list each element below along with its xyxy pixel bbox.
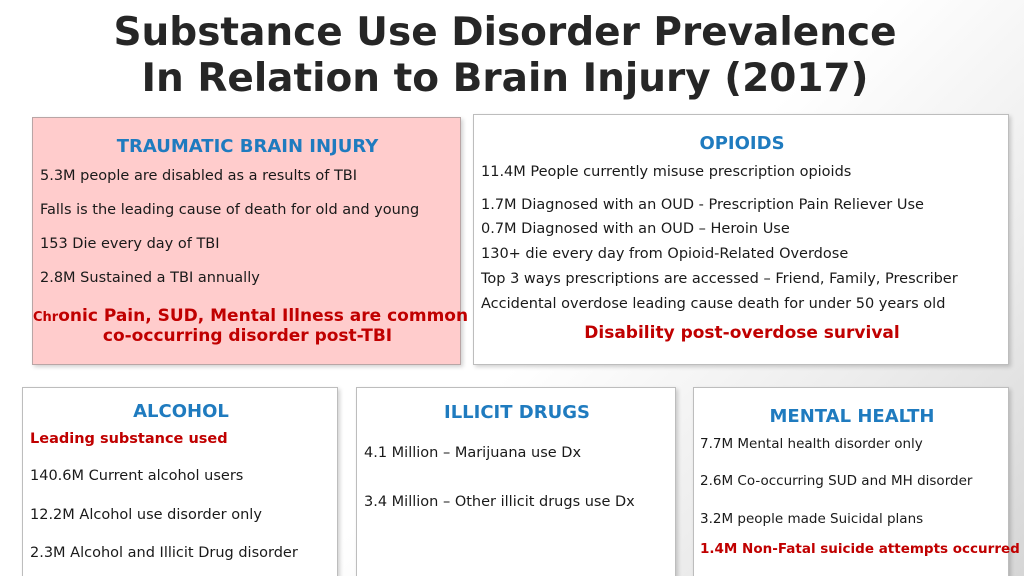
mental-health-heading: MENTAL HEALTH: [769, 406, 935, 427]
illicit-drugs-item: 3.4 Million – Other illicit drugs use Dx: [364, 494, 635, 510]
alcohol-item: 2.3M Alcohol and Illicit Drug disorder: [30, 545, 298, 561]
tbi-heading: TRAUMATIC BRAIN INJURY: [116, 136, 379, 157]
alcohol-item: 12.2M Alcohol use disorder only: [30, 507, 262, 523]
opioids-heading: OPIOIDS: [699, 133, 785, 154]
illicit-drugs-heading: ILLICIT DRUGS: [444, 402, 590, 423]
tbi-highlight-prefix: Chr: [33, 310, 59, 325]
tbi-item: 5.3M people are disabled as a results of…: [40, 168, 358, 184]
tbi-item: 153 Die every day of TBI: [40, 236, 220, 252]
opioids-panel: OPIOIDS 11.4M People currently misuse pr…: [473, 114, 1009, 365]
page-title: Substance Use Disorder Prevalence In Rel…: [0, 10, 1010, 102]
opioids-item: 11.4M People currently misuse prescripti…: [481, 164, 852, 180]
opioids-highlight: Disability post-overdose survival: [584, 323, 900, 343]
opioids-item: Top 3 ways prescriptions are accessed – …: [481, 271, 958, 287]
opioids-item: 1.7M Diagnosed with an OUD - Prescriptio…: [481, 197, 924, 213]
illicit-drugs-panel: ILLICIT DRUGS 4.1 Million – Marijuana us…: [356, 387, 676, 576]
mental-health-item: 3.2M people made Suicidal plans: [700, 511, 924, 527]
alcohol-highlight: Leading substance used: [30, 431, 228, 447]
tbi-highlight-line2: co-occurring disorder post-TBI: [102, 326, 393, 346]
tbi-item: Falls is the leading cause of death for …: [40, 202, 420, 218]
alcohol-item: 140.6M Current alcohol users: [30, 468, 244, 484]
opioids-item: Accidental overdose leading cause death …: [481, 296, 946, 312]
tbi-item: 2.8M Sustained a TBI annually: [40, 270, 260, 286]
tbi-highlight-line1: onic Pain, SUD, Mental Illness are commo…: [58, 306, 469, 326]
opioids-item: 130+ die every day from Opioid-Related O…: [481, 246, 849, 262]
tbi-panel: TRAUMATIC BRAIN INJURY 5.3M people are d…: [32, 117, 468, 365]
page-title-line2: In Relation to Brain Injury (2017): [141, 56, 869, 101]
mental-health-highlight: 1.4M Non-Fatal suicide attempts occurred: [700, 541, 1020, 557]
alcohol-heading: ALCOHOL: [133, 401, 229, 422]
opioids-item: 0.7M Diagnosed with an OUD – Heroin Use: [481, 221, 790, 237]
tbi-highlight: Chronic Pain, SUD, Mental Illness are co…: [33, 306, 468, 346]
page-title-line1: Substance Use Disorder Prevalence: [113, 10, 897, 55]
mental-health-item: 7.7M Mental health disorder only: [700, 436, 923, 452]
alcohol-panel: ALCOHOL Leading substance used 140.6M Cu…: [22, 387, 338, 576]
mental-health-item: 2.6M Co-occurring SUD and MH disorder: [700, 473, 973, 489]
mental-health-panel: MENTAL HEALTH 7.7M Mental health disorde…: [693, 387, 1020, 576]
illicit-drugs-item: 4.1 Million – Marijuana use Dx: [364, 445, 582, 461]
